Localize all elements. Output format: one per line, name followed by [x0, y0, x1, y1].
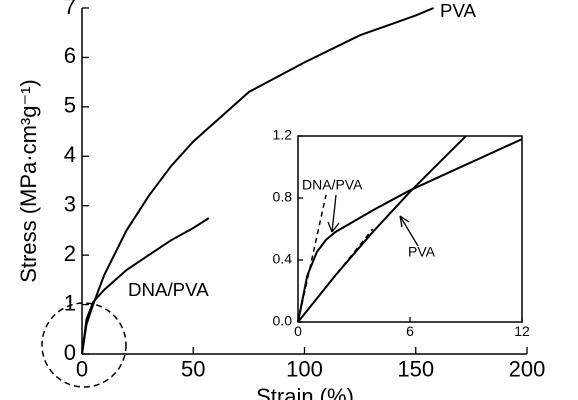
y-tick-label: 0: [64, 340, 76, 365]
y-tick-label: 1.2: [273, 127, 293, 143]
line-series: [81, 217, 210, 355]
annotation: PVA: [408, 244, 436, 260]
y-tick-label: 2: [64, 241, 76, 266]
y-tick-label: 5: [64, 93, 76, 118]
arrow: [399, 215, 419, 247]
line-series: [297, 194, 327, 323]
line-series: [297, 228, 374, 323]
y-axis-label: Stress (MPa·cm³g⁻¹): [16, 79, 41, 283]
line-series: [297, 138, 523, 323]
x-tick-label: 200: [509, 356, 546, 381]
y-tick-label: 0.4: [273, 251, 293, 267]
y-tick-label: 3: [64, 192, 76, 217]
y-tick-label: 6: [64, 43, 76, 68]
y-tick-label: 7: [64, 0, 76, 19]
x-tick-label: 150: [397, 356, 434, 381]
x-tick-label: 100: [286, 356, 323, 381]
y-tick-label: 0.8: [273, 189, 293, 205]
x-tick-label: 50: [181, 356, 205, 381]
highlight-circle: [41, 302, 127, 388]
plot-frame: [297, 135, 523, 323]
x-axis-label: Strain (%): [256, 384, 354, 400]
annotation: DNA/PVA: [302, 177, 363, 193]
x-tick-label: 0: [294, 323, 302, 339]
x-tick-label: 6: [406, 323, 414, 339]
y-tick-label: 0.0: [273, 313, 293, 329]
y-tick-label: 1: [64, 290, 76, 315]
x-tick-label: 12: [514, 323, 530, 339]
annotation: DNA/PVA: [128, 279, 209, 300]
x-tick-label: 0: [76, 356, 88, 381]
y-tick-label: 4: [64, 142, 76, 167]
annotation: PVA: [440, 0, 477, 21]
arrow: [327, 194, 340, 233]
